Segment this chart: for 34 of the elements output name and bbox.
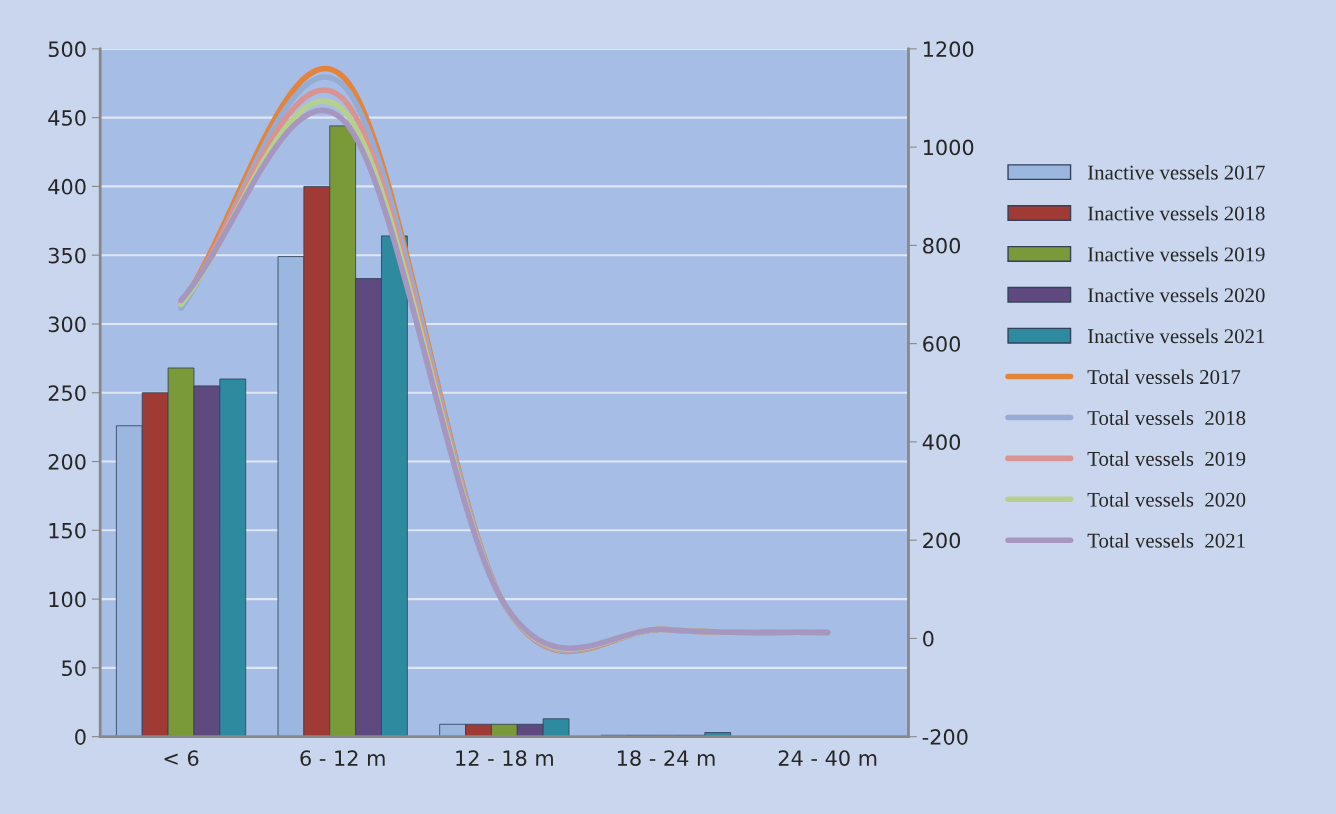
legend-label: Inactive vessels 2017 xyxy=(1087,164,1265,180)
y2-tick-label: 400 xyxy=(922,434,961,451)
legend-label: Inactive vessels 2019 xyxy=(1087,246,1265,262)
legend-label: Total vessels 2019 xyxy=(1087,451,1246,466)
y-tick-label: 0 xyxy=(75,729,86,745)
legend-label: Total vessels 2021 xyxy=(1087,533,1245,548)
y2-tick-label: 0 xyxy=(923,630,934,647)
x-tick-label: < 6 xyxy=(164,750,199,766)
y-tick-label: 200 xyxy=(48,453,86,470)
x-tick-label: 6 - 12 m xyxy=(300,750,385,766)
y2-tick-label: 800 xyxy=(923,237,961,254)
y-tick-label: 150 xyxy=(49,522,86,539)
legend-label: Total vessels 2020 xyxy=(1087,492,1246,507)
y-tick-label: 250 xyxy=(48,385,86,401)
x-tick-label: 24 - 40 m xyxy=(778,750,877,766)
y2-tick-label: 600 xyxy=(923,336,961,352)
y-tick-label: 100 xyxy=(49,591,86,608)
y2-tick-label: 1200 xyxy=(923,41,974,58)
y-tick-label: 300 xyxy=(48,316,86,333)
y-tick-label: 500 xyxy=(48,41,86,58)
y-tick-label: 350 xyxy=(48,247,86,264)
legend-label: Total vessels 2017 xyxy=(1087,369,1241,385)
y2-tick-label: -200 xyxy=(922,729,968,745)
y-tick-label: 450 xyxy=(48,110,86,126)
legend-label: Total vessels 2018 xyxy=(1087,410,1246,425)
x-tick-label: 18 - 24 m xyxy=(617,750,715,766)
y2-tick-label: 200 xyxy=(923,532,961,549)
legend-label: Inactive vessels 2020 xyxy=(1087,287,1265,303)
legend-label: Inactive vessels 2021 xyxy=(1087,328,1265,344)
y-tick-label: 50 xyxy=(62,660,86,677)
x-tick-label: 12 - 18 m xyxy=(456,750,553,766)
y-tick-label: 400 xyxy=(48,178,86,195)
y2-tick-label: 1000 xyxy=(923,139,974,156)
legend-label: Inactive vessels 2018 xyxy=(1087,205,1265,221)
